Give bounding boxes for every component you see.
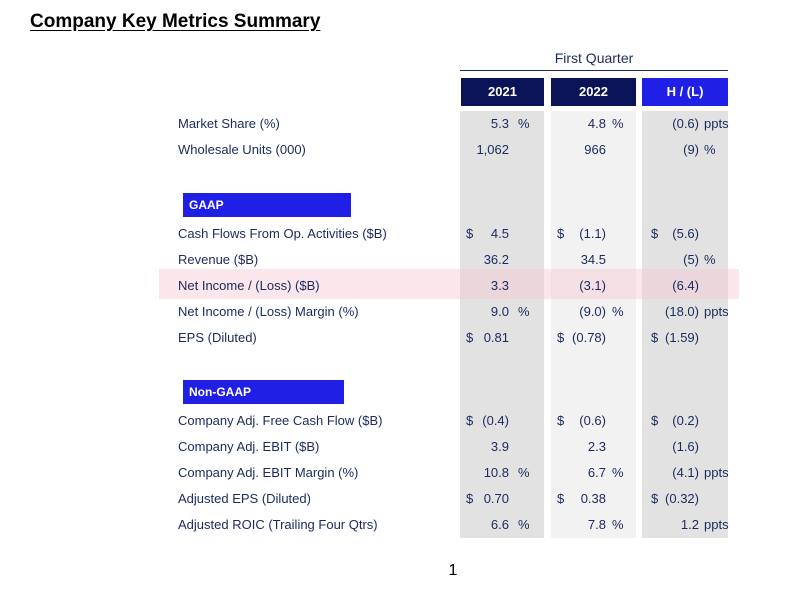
2021-value: 1,062 bbox=[476, 142, 509, 157]
2022-value: (0.78) bbox=[572, 330, 606, 345]
2021-value: 36.2 bbox=[483, 252, 509, 267]
hl-value: (6.4) bbox=[672, 278, 699, 293]
hl-value: (0.32) bbox=[665, 491, 699, 506]
table-row: Cash Flows From Op. Activities ($B) $4.5 $… bbox=[0, 224, 800, 244]
metric-label: Market Share (%) bbox=[178, 116, 280, 131]
2022-unit: % bbox=[612, 116, 624, 131]
2021-unit: % bbox=[518, 304, 530, 319]
hl-unit: % bbox=[704, 142, 716, 157]
metric-label: Net Income / (Loss) ($B) bbox=[178, 278, 320, 293]
2021-value: 0.81 bbox=[483, 330, 509, 345]
table-row: Net Income / (Loss) ($B) 3.3 (3.1) (6.4) bbox=[0, 276, 800, 296]
table-row: Market Share (%) 5.3% 4.8% (0.6) ppts bbox=[0, 114, 800, 134]
section-header-gaap: GAAP bbox=[183, 193, 351, 217]
hl-value: (9) bbox=[683, 142, 699, 157]
hl-value: (0.6) bbox=[672, 116, 699, 131]
metric-label: Adjusted ROIC (Trailing Four Qtrs) bbox=[178, 517, 378, 532]
hl-currency: $ bbox=[651, 226, 659, 241]
metric-label: Revenue ($B) bbox=[178, 252, 259, 267]
metric-label: EPS (Diluted) bbox=[178, 330, 257, 345]
2022-currency: $ bbox=[557, 491, 565, 506]
hl-value: (1.59) bbox=[665, 330, 699, 345]
2022-value: 2.3 bbox=[587, 439, 606, 454]
column-header-2022: 2022 bbox=[551, 78, 636, 106]
2021-value: 0.70 bbox=[483, 491, 509, 506]
2022-value: 4.8 bbox=[587, 116, 606, 131]
2022-value: 6.7 bbox=[587, 465, 606, 480]
column-header-hl: H / (L) bbox=[642, 78, 728, 106]
2021-currency: $ bbox=[466, 413, 474, 428]
2021-value: 10.8 bbox=[483, 465, 509, 480]
hl-unit: ppts bbox=[704, 465, 729, 480]
table-row: Adjusted ROIC (Trailing Four Qtrs) 6.6% 7.… bbox=[0, 515, 800, 535]
hl-currency: $ bbox=[651, 330, 659, 345]
period-label: First Quarter bbox=[554, 50, 634, 66]
2021-value: 9.0 bbox=[490, 304, 509, 319]
2021-value: 3.3 bbox=[490, 278, 509, 293]
2021-value: 4.5 bbox=[490, 226, 509, 241]
metric-label: Company Adj. Free Cash Flow ($B) bbox=[178, 413, 383, 428]
highlighted-row-band bbox=[159, 269, 739, 299]
hl-currency: $ bbox=[651, 491, 659, 506]
hl-value: (5.6) bbox=[672, 226, 699, 241]
2022-unit: % bbox=[612, 465, 624, 480]
2022-value: 7.8 bbox=[587, 517, 606, 532]
period-rule bbox=[460, 70, 728, 71]
table-row: Revenue ($B) 36.2 34.5 (5)% bbox=[0, 250, 800, 270]
table-row: Company Adj. EBIT ($B) 3.9 2.3 (1.6) bbox=[0, 437, 800, 457]
2022-value: 966 bbox=[584, 142, 606, 157]
table-row: Net Income / (Loss) Margin (%) 9.0% (9.0)%… bbox=[0, 302, 800, 322]
hl-value: (5) bbox=[683, 252, 699, 267]
2021-currency: $ bbox=[466, 226, 474, 241]
2022-value: 34.5 bbox=[580, 252, 606, 267]
2022-currency: $ bbox=[557, 226, 565, 241]
metric-label: Company Adj. EBIT ($B) bbox=[178, 439, 320, 454]
metric-label: Adjusted EPS (Diluted) bbox=[178, 491, 311, 506]
2021-unit: % bbox=[518, 517, 530, 532]
2021-value: 6.6 bbox=[490, 517, 509, 532]
2022-value: (0.6) bbox=[579, 413, 606, 428]
hl-unit: ppts bbox=[704, 304, 729, 319]
column-hl-background bbox=[642, 111, 728, 538]
column-2021-background bbox=[460, 111, 544, 538]
2022-currency: $ bbox=[557, 413, 565, 428]
hl-value: (4.1) bbox=[672, 465, 699, 480]
page-title: Company Key Metrics Summary bbox=[30, 11, 321, 32]
2021-unit: % bbox=[518, 116, 530, 131]
hl-value: (0.2) bbox=[672, 413, 699, 428]
hl-value: 1.2 bbox=[680, 517, 699, 532]
table-row: EPS (Diluted) $0.81 $ (0.78) $ (1.59) bbox=[0, 328, 800, 348]
page-number: 1 bbox=[448, 562, 458, 579]
2022-unit: % bbox=[612, 304, 624, 319]
table-row: Wholesale Units (000) 1,062 966 (9)% bbox=[0, 140, 800, 160]
2022-value: (1.1) bbox=[579, 226, 606, 241]
2021-value: 3.9 bbox=[490, 439, 509, 454]
hl-value: (1.6) bbox=[672, 439, 699, 454]
table-row: Company Adj. EBIT Margin (%) 10.8% 6.7% (4.… bbox=[0, 463, 800, 483]
2021-value: (0.4) bbox=[482, 413, 509, 428]
2022-currency: $ bbox=[557, 330, 565, 345]
hl-unit: ppts bbox=[704, 116, 729, 131]
2022-value: (3.1) bbox=[579, 278, 606, 293]
section-header-nongaap: Non-GAAP bbox=[183, 380, 344, 404]
2021-currency: $ bbox=[466, 330, 474, 345]
hl-value: (18.0) bbox=[665, 304, 699, 319]
metric-label: Company Adj. EBIT Margin (%) bbox=[178, 465, 359, 480]
2022-unit: % bbox=[612, 517, 624, 532]
2021-currency: $ bbox=[466, 491, 474, 506]
2022-value: (9.0) bbox=[579, 304, 606, 319]
hl-unit: % bbox=[704, 252, 716, 267]
table-row: Adjusted EPS (Diluted) $0.70 $0.38 $ (0.32) bbox=[0, 489, 800, 509]
metric-label: Net Income / (Loss) Margin (%) bbox=[178, 304, 359, 319]
metric-label: Cash Flows From Op. Activities ($B) bbox=[178, 226, 387, 241]
2021-unit: % bbox=[518, 465, 530, 480]
hl-unit: ppts bbox=[704, 517, 729, 532]
hl-currency: $ bbox=[651, 413, 659, 428]
2021-value: 5.3 bbox=[490, 116, 509, 131]
column-header-2021: 2021 bbox=[461, 78, 544, 106]
metric-label: Wholesale Units (000) bbox=[178, 142, 306, 157]
table-row: Company Adj. Free Cash Flow ($B) $ (0.4) $ (… bbox=[0, 411, 800, 431]
column-2022-background bbox=[551, 111, 636, 538]
2022-value: 0.38 bbox=[580, 491, 606, 506]
